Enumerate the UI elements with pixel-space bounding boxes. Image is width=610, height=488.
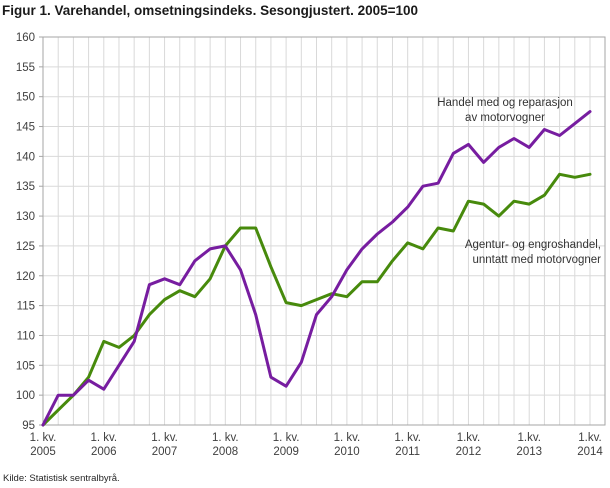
x-axis-label-quarter: 1.kv. xyxy=(518,432,541,444)
x-axis-label-year: 2006 xyxy=(91,446,117,458)
plot-frame xyxy=(42,36,606,426)
y-axis-label: 95 xyxy=(22,420,35,432)
y-axis-label: 115 xyxy=(17,301,35,313)
x-axis-label-year: 2011 xyxy=(395,446,420,458)
series-annotation-engroshandel: unntatt med motorvogner xyxy=(473,254,602,266)
x-axis-label-quarter: 1.kv. xyxy=(457,432,480,444)
y-axis-label: 125 xyxy=(16,241,35,253)
x-axis-label-quarter: 1. kv. xyxy=(151,432,178,444)
x-axis-label-quarter: 1. kv. xyxy=(334,432,361,444)
source-note: Kilde: Statistisk sentralbyrå. xyxy=(3,473,120,484)
x-axis-label-year: 2010 xyxy=(334,446,360,458)
series-annotation-motorvogner: Handel med og reparasjon xyxy=(437,97,573,109)
y-axis-label: 135 xyxy=(16,181,35,193)
series-annotation-motorvogner: av motorvogner xyxy=(465,112,545,124)
y-axis-label: 160 xyxy=(16,32,35,44)
series-annotation-engroshandel: Agentur- og engroshandel, xyxy=(465,239,601,251)
y-axis-label: 155 xyxy=(16,62,35,74)
x-axis-label-quarter: 1. kv. xyxy=(273,432,300,444)
x-axis-label-year: 2005 xyxy=(30,446,56,458)
x-axis-label-year: 2007 xyxy=(152,446,178,458)
chart-title: Figur 1. Varehandel, omsetningsindeks. S… xyxy=(2,3,419,18)
x-axis-label-quarter: 1. kv. xyxy=(30,432,57,444)
series-line-motorvogner xyxy=(41,110,592,427)
y-axis-label: 110 xyxy=(17,330,35,342)
y-axis-label: 140 xyxy=(16,151,35,163)
x-axis-label-quarter: 1. kv. xyxy=(394,432,421,444)
y-axis-label: 120 xyxy=(16,271,35,283)
x-axis-label-year: 2012 xyxy=(456,446,482,458)
y-axis-label: 150 xyxy=(16,92,35,104)
x-axis-label-quarter: 1. kv. xyxy=(90,432,117,444)
y-axis-label: 105 xyxy=(16,360,35,372)
y-axis-label: 130 xyxy=(16,211,35,223)
x-axis-label-year: 2014 xyxy=(577,446,603,458)
y-axis-label: 100 xyxy=(16,390,35,402)
x-axis-label-quarter: 1.kv. xyxy=(578,432,601,444)
series-line-engroshandel xyxy=(41,172,592,427)
x-axis-label-year: 2008 xyxy=(213,446,239,458)
x-axis-label-quarter: 1. kv. xyxy=(212,432,239,444)
y-axis-label: 145 xyxy=(16,122,35,134)
x-axis-label-year: 2009 xyxy=(273,446,299,458)
x-axis-label-year: 2013 xyxy=(516,446,542,458)
